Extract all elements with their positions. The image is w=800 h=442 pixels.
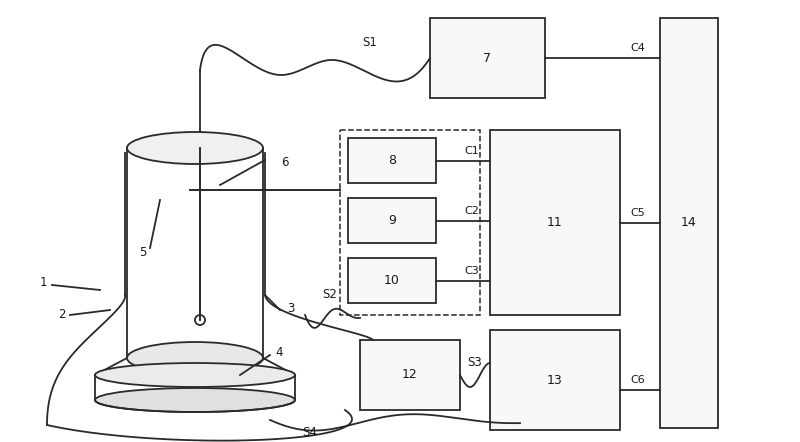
Text: 5: 5 (139, 245, 146, 259)
Text: S1: S1 (362, 35, 378, 49)
Bar (348, 258, 436, 303)
Text: S3: S3 (468, 357, 482, 370)
Text: 4: 4 (275, 346, 282, 358)
Bar (360, 340, 460, 410)
Text: 2: 2 (58, 309, 66, 321)
Text: S2: S2 (322, 289, 338, 301)
Ellipse shape (127, 342, 263, 374)
Text: 14: 14 (681, 217, 697, 229)
Ellipse shape (95, 363, 295, 387)
Bar (340, 130, 480, 315)
Text: 6: 6 (282, 156, 289, 168)
Bar (490, 330, 620, 430)
Text: 8: 8 (388, 154, 396, 167)
Text: 13: 13 (547, 373, 563, 386)
Bar (490, 130, 620, 315)
Text: C3: C3 (465, 266, 479, 275)
Text: 12: 12 (402, 369, 418, 381)
Bar (660, 18, 718, 428)
Text: S4: S4 (302, 426, 318, 438)
Text: C4: C4 (630, 43, 646, 53)
Bar (430, 18, 545, 98)
Text: C2: C2 (465, 206, 479, 216)
Ellipse shape (95, 388, 295, 412)
Text: C5: C5 (630, 207, 646, 217)
Text: 9: 9 (388, 214, 396, 227)
Text: C1: C1 (465, 145, 479, 156)
Text: C6: C6 (630, 375, 646, 385)
Text: 1: 1 (39, 275, 46, 289)
Ellipse shape (127, 132, 263, 164)
Text: 11: 11 (547, 216, 563, 229)
Text: 10: 10 (384, 274, 400, 287)
Text: 3: 3 (287, 301, 294, 315)
Bar (348, 198, 436, 243)
Bar (348, 138, 436, 183)
Text: 7: 7 (483, 52, 491, 65)
